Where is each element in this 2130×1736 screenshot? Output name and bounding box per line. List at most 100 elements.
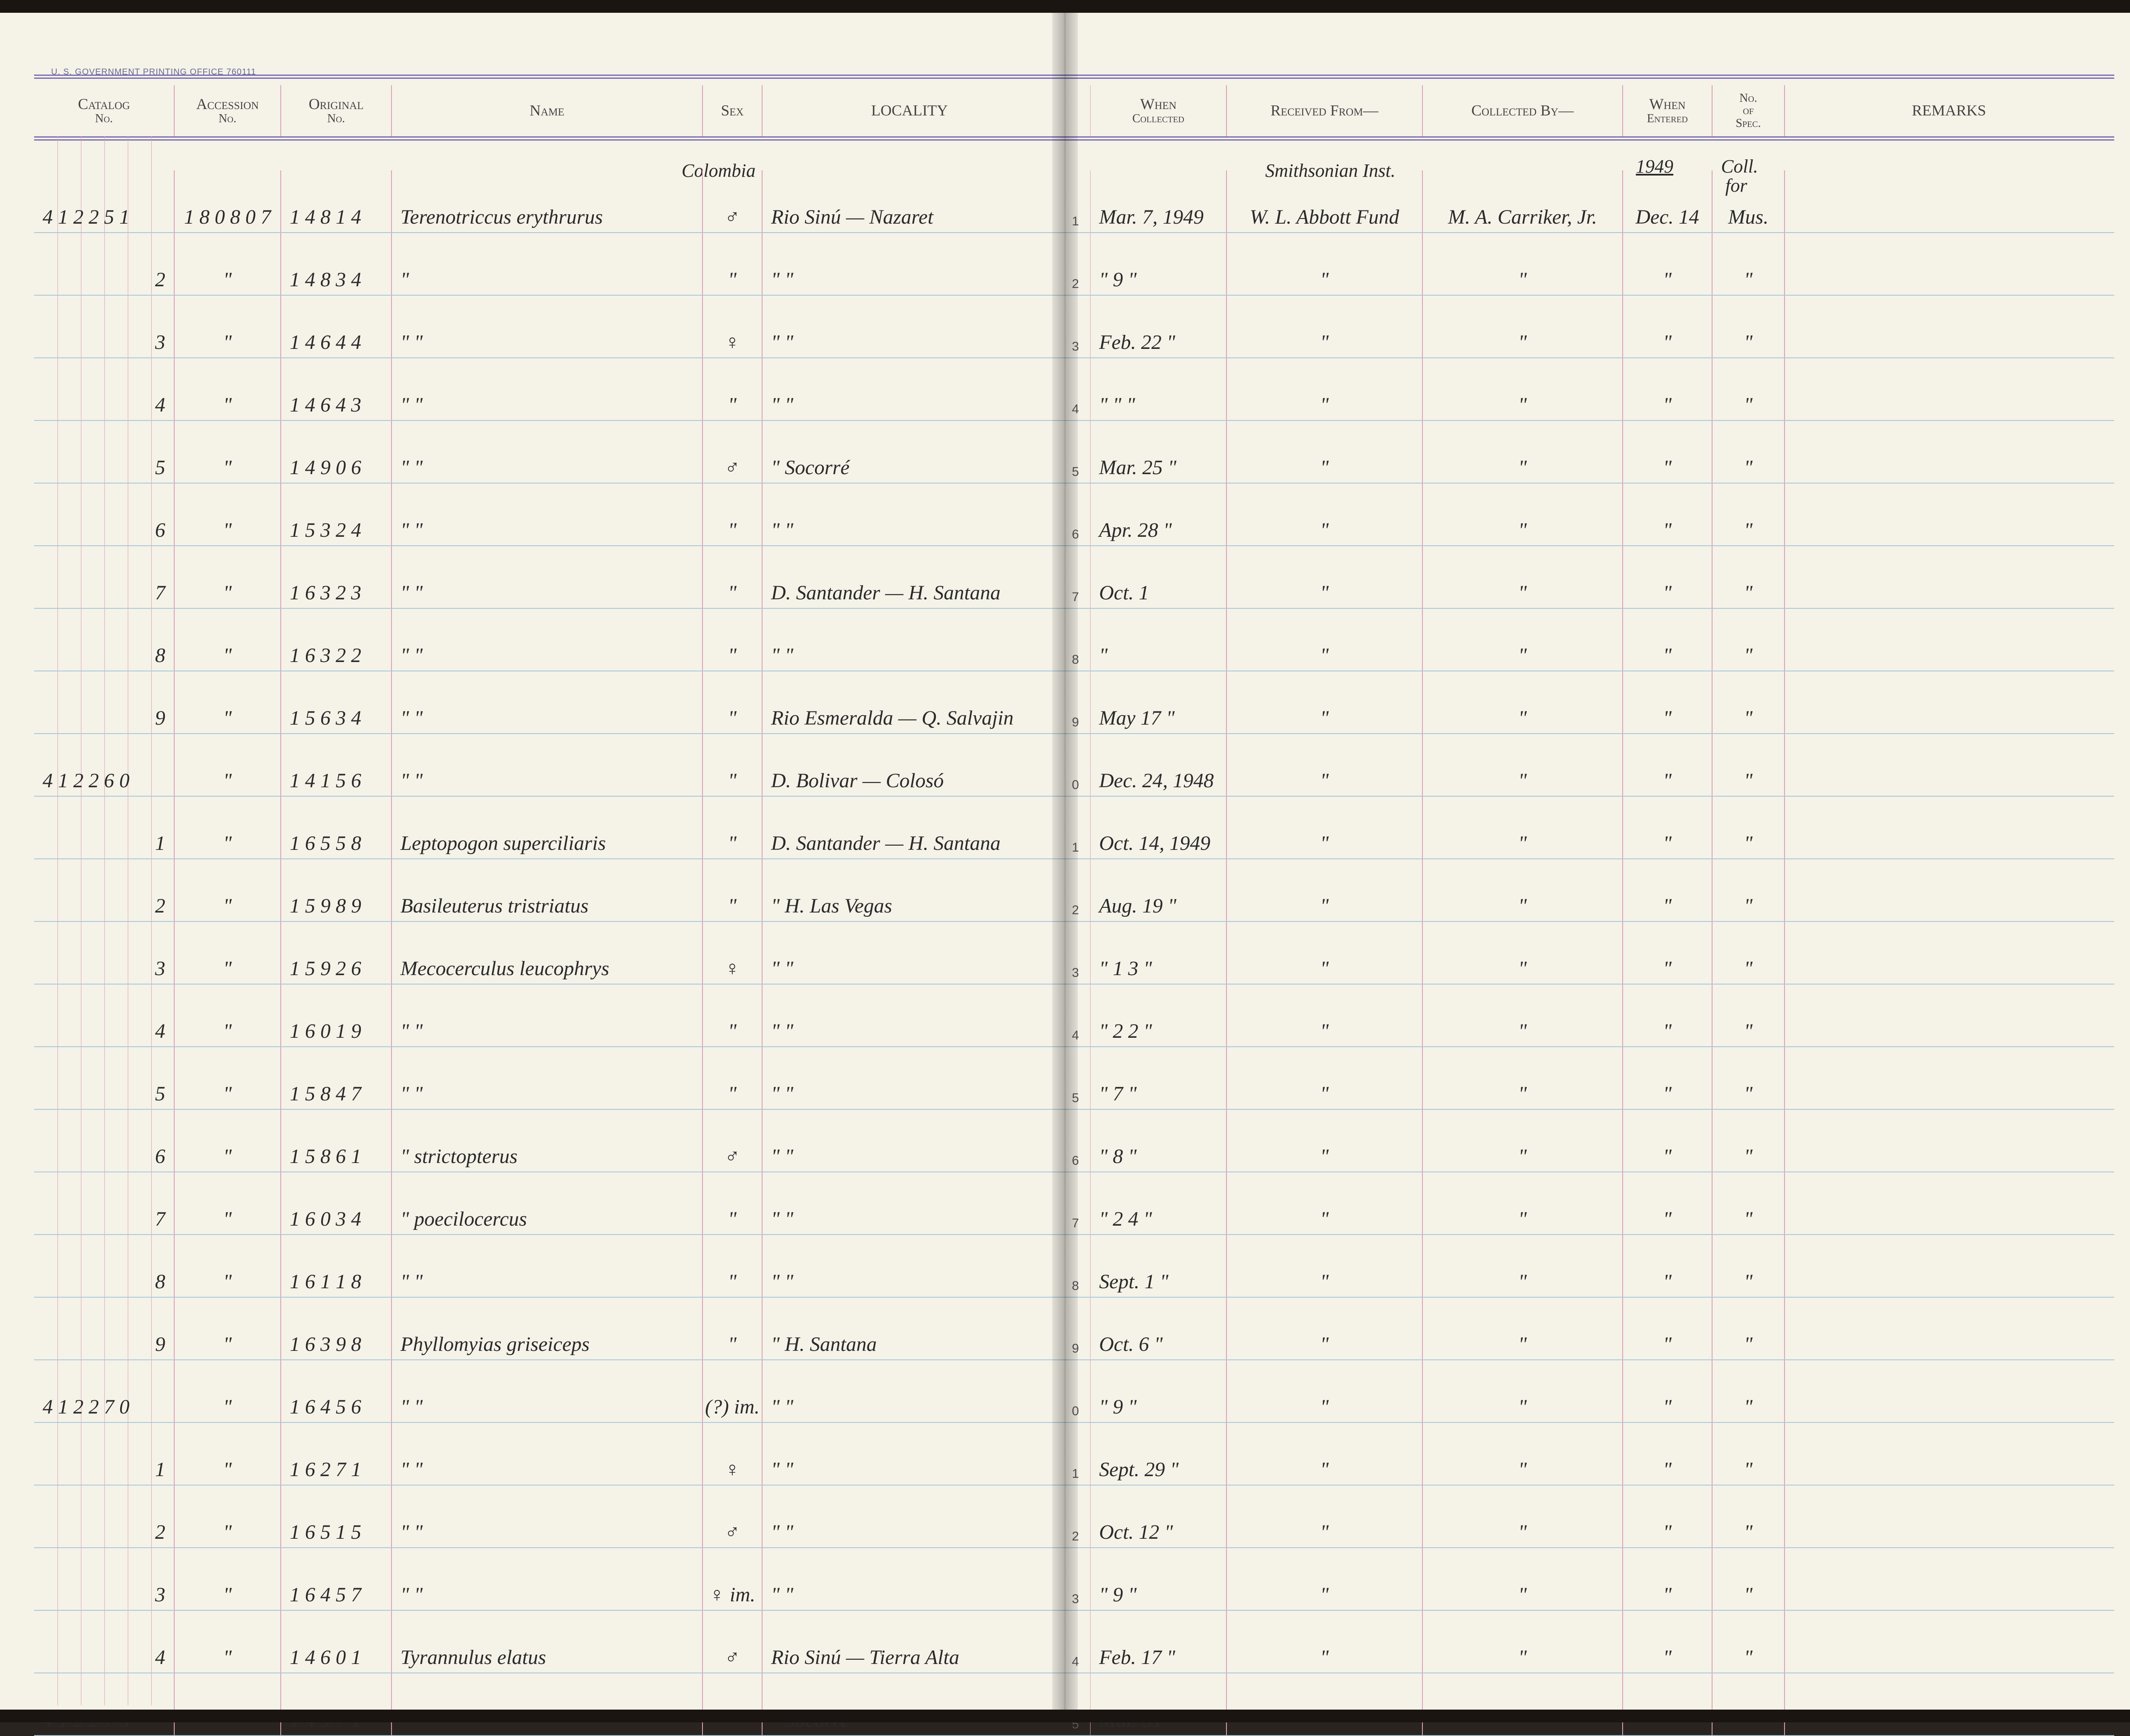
- table-row: 4" 2 2 """"": [1061, 985, 2114, 1047]
- original-cell: 1 4 6 0 1: [281, 1611, 392, 1673]
- name-cell: " ": [392, 484, 703, 545]
- when-collected-cell: May 17 ": [1091, 671, 1227, 733]
- locality-cell: " ": [763, 233, 1056, 295]
- original-cell: 1 5 6 3 4: [281, 671, 392, 733]
- received-from-cell: ": [1227, 1235, 1423, 1297]
- table-row: 5"1 5 8 4 7" """ ": [34, 1047, 1061, 1110]
- original-cell: 1 4 8 1 4: [281, 170, 392, 232]
- header-received-label: Received From—: [1271, 103, 1379, 119]
- received-from-cell: W. L. Abbott Fund: [1227, 170, 1423, 232]
- accession-cell: ": [175, 1360, 281, 1422]
- locality-cell: Rio Sinú — Nazaret: [763, 170, 1056, 232]
- table-row: 6Apr. 28 """"": [1061, 484, 2114, 546]
- when-entered-cell: ": [1623, 546, 1713, 608]
- table-row: 2"1 5 9 8 9Basileuterus tristriatus"" H.…: [34, 859, 1061, 922]
- data-area-right: Smithsonian Inst. 1949 Coll. for 1Mar. 7…: [1061, 143, 2114, 1705]
- received-from-cell: ": [1227, 421, 1423, 483]
- original-cell: 1 6 2 7 1: [281, 1423, 392, 1485]
- collected-by-cell: ": [1423, 859, 1623, 921]
- accession-cell: ": [175, 922, 281, 984]
- accession-cell: ": [175, 1172, 281, 1234]
- when-entered-cell: ": [1623, 1486, 1713, 1547]
- sex-cell: ": [703, 358, 763, 420]
- when-collected-cell: Oct. 12 ": [1091, 1486, 1227, 1547]
- remarks-cell: [1785, 1673, 2113, 1735]
- table-row: 6"1 5 8 6 1" strictopterus♂" ": [34, 1110, 1061, 1172]
- collected-by-cell: ": [1423, 233, 1623, 295]
- spec-cell: ": [1713, 546, 1785, 608]
- data-area-left: Colombia 4 1 2 2 5 11 8 0 8 0 71 4 8 1 4…: [34, 143, 1061, 1705]
- name-cell: " ": [392, 1047, 703, 1109]
- header-catalog-sub: No.: [95, 112, 113, 125]
- spec-cell: ": [1713, 671, 1785, 733]
- header-catalog-label: Catalog: [78, 96, 130, 112]
- sex-cell: ": [703, 233, 763, 295]
- when-collected-cell: " 1 3 ": [1091, 922, 1227, 984]
- remarks-cell: [1785, 1423, 2113, 1485]
- header-received-from: Received From—: [1227, 85, 1423, 136]
- locality-cell: " ": [763, 1110, 1056, 1172]
- when-entered-cell: ": [1623, 1298, 1713, 1359]
- sex-cell: ♂: [703, 1611, 763, 1673]
- when-entered-cell: ": [1623, 859, 1713, 921]
- table-row: 2"1 6 5 1 5" "♂" ": [34, 1486, 1061, 1548]
- name-cell: " ": [392, 671, 703, 733]
- original-cell: 1 6 4 5 7: [281, 1548, 392, 1610]
- table-row: 1"1 6 2 7 1" "♀" ": [34, 1423, 1061, 1486]
- locality-cell: " ": [763, 922, 1056, 984]
- accession-cell: 1 8 0 8 0 7: [175, 170, 281, 232]
- remarks-cell: [1785, 985, 2113, 1046]
- locality-cell: " ": [763, 1172, 1056, 1234]
- received-from-cell: ": [1227, 484, 1423, 545]
- spec-cell: Mus.: [1713, 170, 1785, 232]
- header-collected-label: Collected By—: [1471, 103, 1574, 119]
- original-cell: 1 4 6 4 4: [281, 296, 392, 357]
- when-collected-cell: Mar. 31 ": [1091, 1673, 1227, 1735]
- header-no-of-spec: No. of Spec.: [1713, 85, 1785, 136]
- header-accession: Accession No.: [175, 85, 281, 136]
- received-from-cell: ": [1227, 1611, 1423, 1673]
- header-spec-label: No.: [1739, 92, 1757, 104]
- original-cell: 1 6 1 1 8: [281, 1235, 392, 1297]
- catalog-cell: 8: [34, 609, 175, 671]
- table-row: 0Dec. 24, 1948"""": [1061, 734, 2114, 797]
- received-from-cell: ": [1227, 233, 1423, 295]
- header-collected-by: Collected By—: [1423, 85, 1623, 136]
- name-cell: " ": [392, 1548, 703, 1610]
- spec-cell: ": [1713, 1611, 1785, 1673]
- catalog-cell: 2: [34, 859, 175, 921]
- header-entered-sub: Entered: [1647, 112, 1688, 125]
- when-entered-cell: ": [1623, 1423, 1713, 1485]
- accession-cell: ": [175, 1548, 281, 1610]
- when-collected-cell: Oct. 1: [1091, 546, 1227, 608]
- collected-by-cell: ": [1423, 609, 1623, 671]
- catalog-cell: 3: [34, 922, 175, 984]
- sex-cell: ": [703, 1298, 763, 1359]
- collected-by-cell: ": [1423, 734, 1623, 796]
- remarks-cell: [1785, 1486, 2113, 1547]
- remarks-cell: [1785, 1172, 2113, 1234]
- accession-cell: ": [175, 484, 281, 545]
- when-entered-cell: ": [1623, 1360, 1713, 1422]
- accession-cell: ": [175, 1235, 281, 1297]
- name-cell: " ": [392, 358, 703, 420]
- spec-cell: ": [1713, 1673, 1785, 1735]
- when-entered-cell: ": [1623, 233, 1713, 295]
- accession-cell: ": [175, 421, 281, 483]
- remarks-cell: [1785, 233, 2113, 295]
- locality-cell: " ": [763, 484, 1056, 545]
- accession-cell: ": [175, 985, 281, 1046]
- sex-cell: ": [703, 797, 763, 858]
- when-entered-cell: ": [1623, 421, 1713, 483]
- sex-cell: (?) im.: [703, 1360, 763, 1422]
- catalog-cell: 4: [34, 985, 175, 1046]
- catalog-cell: 7: [34, 546, 175, 608]
- page-right: When Collected Received From— Collected …: [1061, 0, 2130, 1722]
- top-rule: [1061, 75, 2114, 79]
- table-row: 5Mar. 31 """"": [1061, 1673, 2114, 1736]
- original-cell: 1 6 4 5 6: [281, 1360, 392, 1422]
- accession-cell: ": [175, 1047, 281, 1109]
- original-cell: 1 5 9 2 6: [281, 922, 392, 984]
- collected-by-cell: ": [1423, 985, 1623, 1046]
- table-row: 7Oct. 1"""": [1061, 546, 2114, 609]
